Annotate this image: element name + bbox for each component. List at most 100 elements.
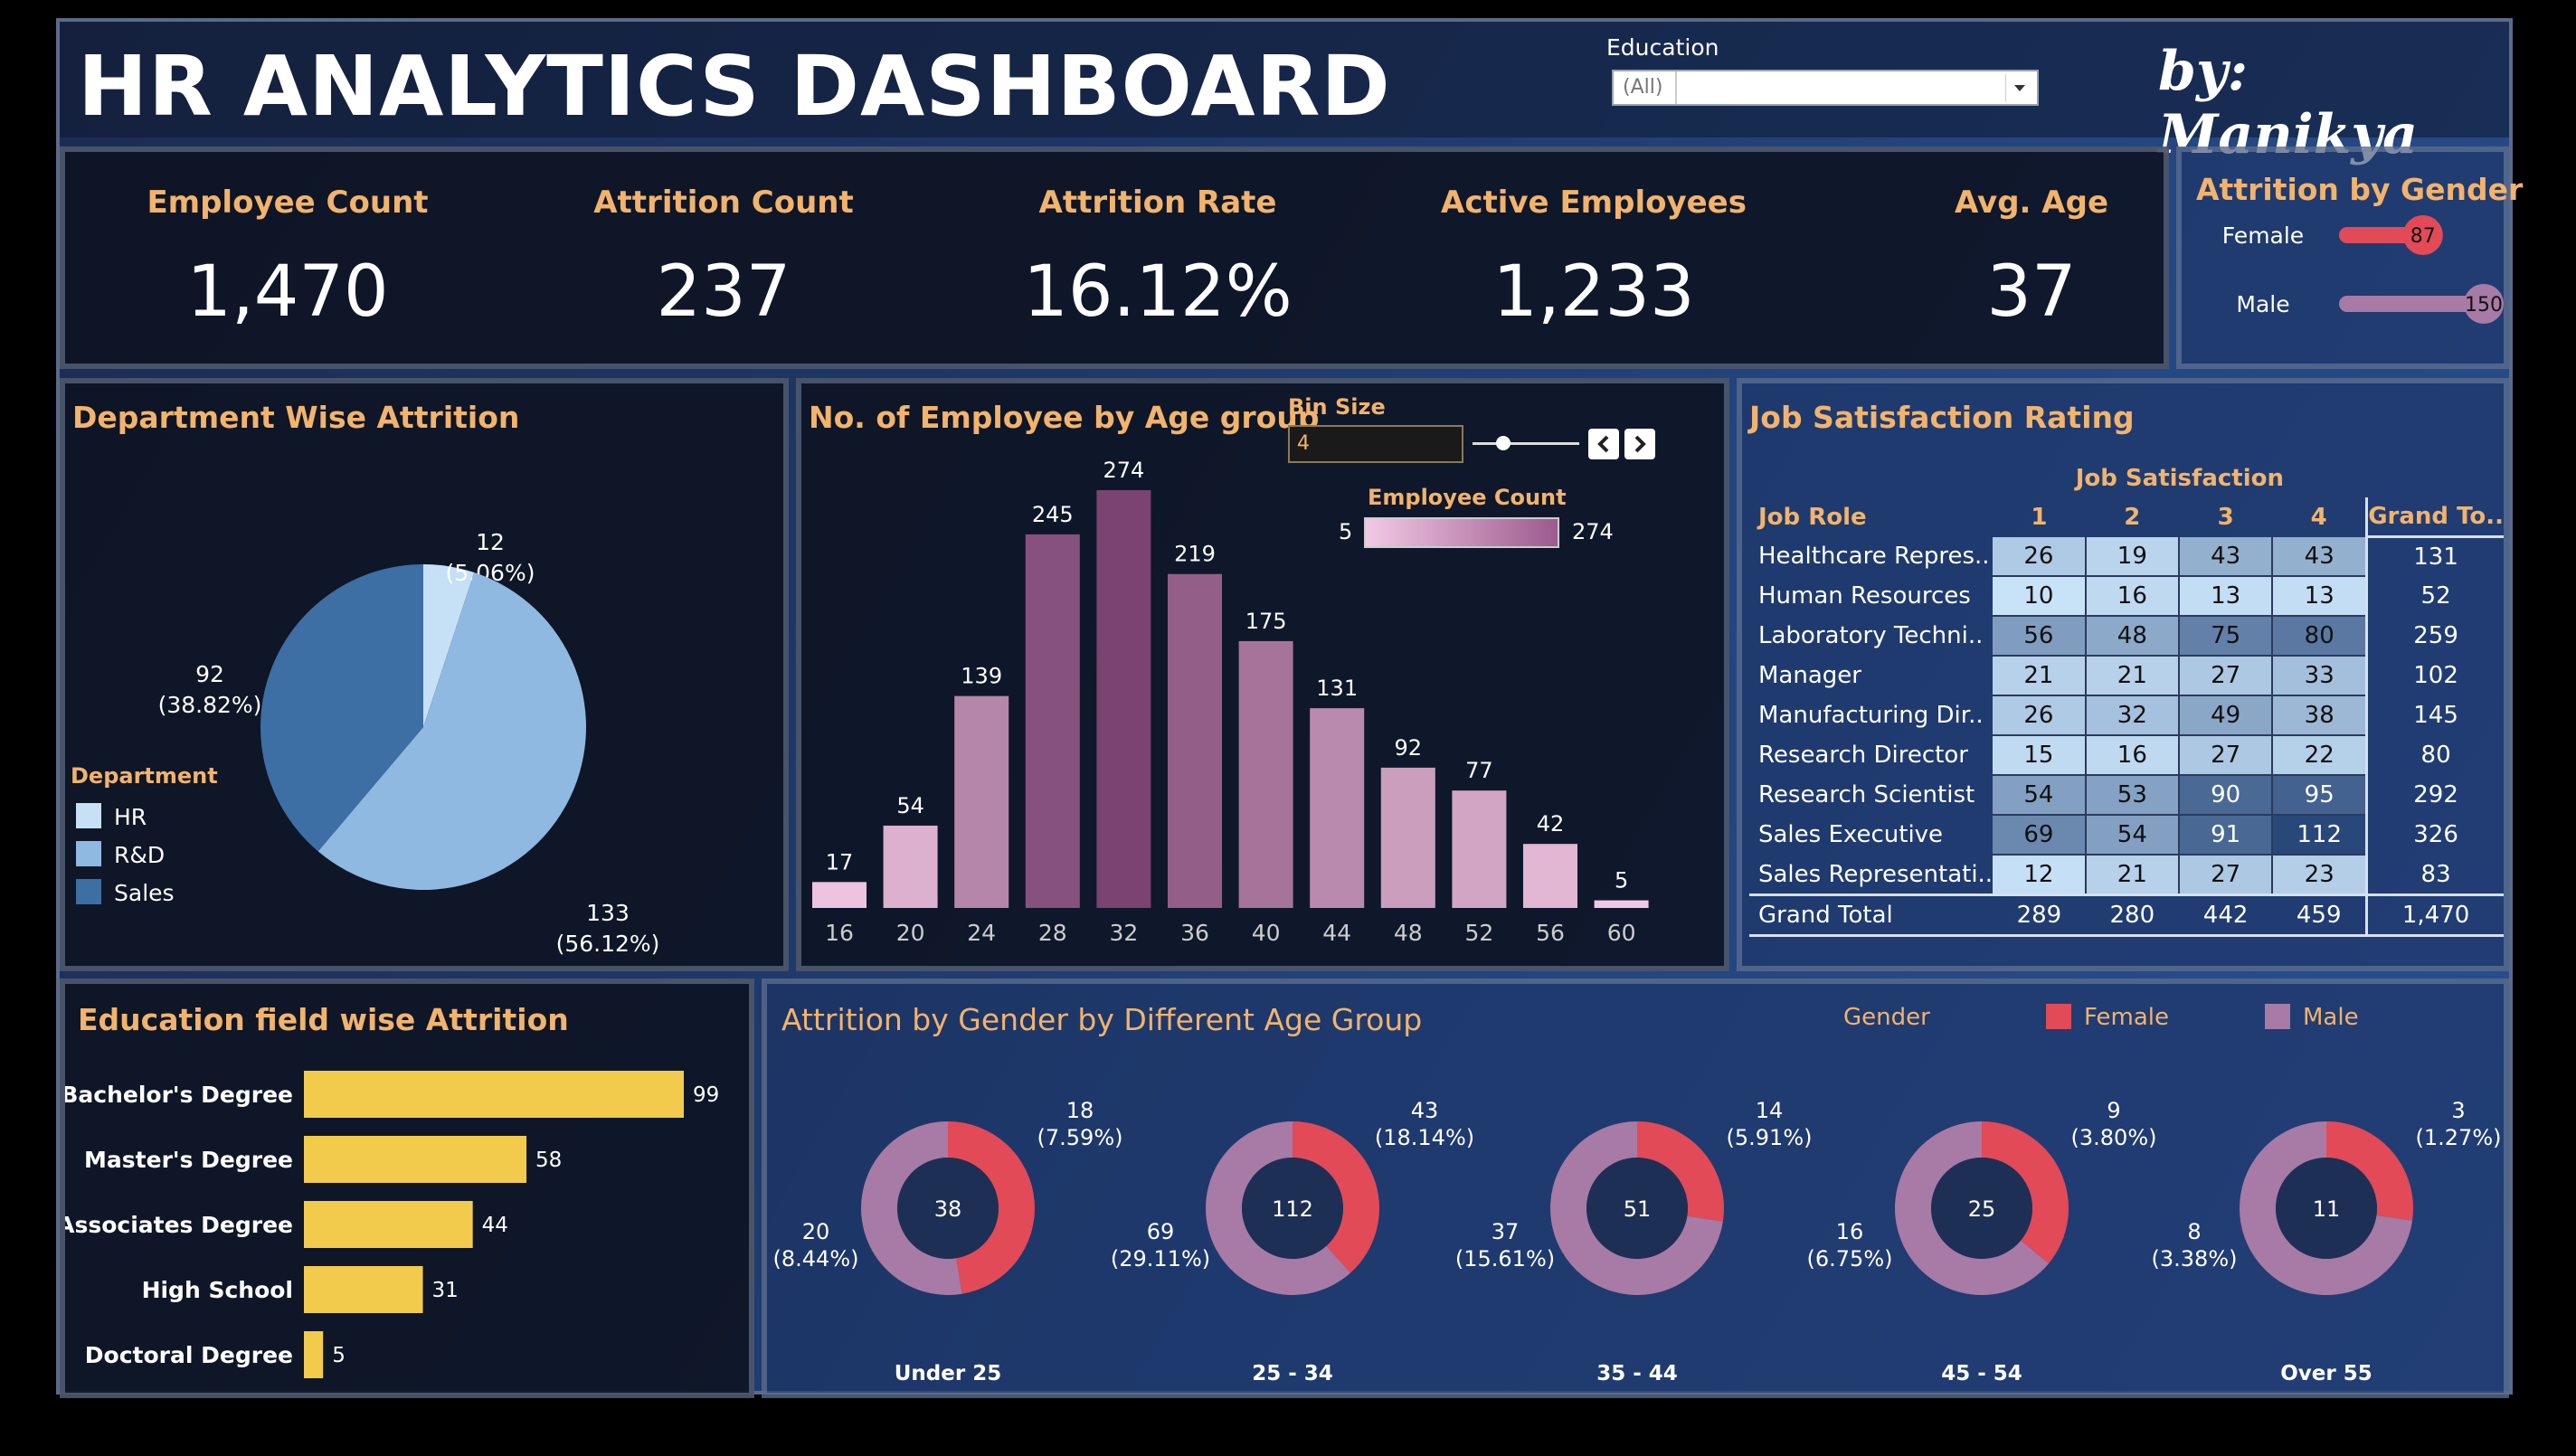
table-cell: 32 — [2085, 695, 2180, 736]
table-cell: 15 — [1993, 735, 2087, 776]
bin-size-value: 4 — [1297, 432, 1310, 455]
slider-handle[interactable] — [1496, 436, 1511, 450]
legend-label: R&D — [114, 842, 165, 868]
column-total: 280 — [2109, 902, 2155, 929]
satisfaction-column-header: 1 — [2031, 503, 2048, 531]
age-axis-label: 24 — [967, 920, 996, 946]
table-cell: 13 — [2178, 576, 2274, 617]
table-row: Healthcare Repres.. 26 19 43 43 131 — [1749, 536, 2504, 577]
table-row: Laboratory Techni.. 56 48 75 80 259 — [1749, 616, 2504, 657]
job-role-label: Research Director — [1758, 742, 1968, 769]
donut-center-total: 51 — [1624, 1196, 1652, 1222]
chevron-left-icon — [1597, 435, 1609, 453]
table-cell: 26 — [1993, 695, 2087, 736]
bin-prev-button[interactable] — [1588, 429, 1619, 459]
job-role-label: Human Resources — [1758, 582, 1971, 610]
pie-percent-label: (38.82%) — [158, 692, 262, 718]
chevron-down-icon[interactable] — [2005, 74, 2033, 101]
education-filter[interactable]: (All) — [1612, 70, 2039, 106]
color-legend-min: 5 — [1339, 519, 1353, 544]
legend-swatch — [76, 879, 101, 904]
job-role-label: Manufacturing Dir.. — [1758, 702, 1984, 729]
age-bar-value: 245 — [1032, 502, 1074, 527]
kpi-card: Active Employees 1,233 — [1377, 152, 1811, 364]
female-percent-label: (3.80%) — [2071, 1125, 2157, 1150]
legend-swatch — [76, 803, 101, 828]
male-percent-label: (6.75%) — [1807, 1246, 1893, 1272]
table-cell: 48 — [2085, 616, 2180, 657]
row-total: 259 — [2365, 616, 2504, 656]
male-percent-label: (8.44%) — [773, 1246, 859, 1272]
table-cell: 54 — [2085, 815, 2180, 856]
education-panel: Education field wise Attrition Bachelor'… — [60, 979, 754, 1398]
job-role-label: Research Scientist — [1758, 781, 1975, 808]
donut-hole — [1931, 1158, 2032, 1259]
table-cell: 22 — [2272, 735, 2368, 776]
age-bar-value: 175 — [1245, 609, 1287, 634]
table-cell: 91 — [2178, 815, 2274, 856]
education-bar-chart: Bachelor's Degree 99 Master's Degree 58 Asso… — [65, 1071, 719, 1378]
donut-center-total: 11 — [2313, 1196, 2341, 1222]
bin-size-input[interactable]: 4 — [1288, 425, 1463, 463]
bin-next-button[interactable] — [1624, 429, 1655, 459]
legend-label: HR — [114, 804, 147, 830]
bin-size-label: Bin Size — [1288, 394, 1386, 420]
age-axis-label: 56 — [1536, 920, 1565, 946]
age-bar-value: 42 — [1537, 811, 1565, 837]
education-bar — [304, 1136, 527, 1183]
age-group-panel: No. of Employee by Age group Bin Size 4 … — [796, 378, 1729, 971]
table-row: Research Scientist 54 53 90 95 292 — [1749, 775, 2504, 816]
table-cell: 56 — [1993, 616, 2087, 657]
donut-group-label: 35 - 44 — [1596, 1362, 1678, 1385]
male-value-label: 69 — [1147, 1219, 1175, 1244]
kpi-value: 1,233 — [1492, 251, 1695, 333]
female-percent-label: (18.14%) — [1375, 1125, 1474, 1150]
age-axis-label: 40 — [1252, 920, 1281, 946]
education-value-label: 58 — [535, 1149, 562, 1172]
donut-slice-female — [1293, 1121, 1379, 1273]
gender-value-label: 150 — [2465, 294, 2503, 317]
donut-slice-male — [1550, 1121, 1723, 1295]
female-value-label: 9 — [2107, 1098, 2120, 1123]
job-role-label: Sales Executive — [1758, 821, 1944, 848]
age-bar — [1452, 790, 1507, 908]
table-cell: 13 — [2272, 576, 2368, 617]
table-cell: 43 — [2178, 536, 2274, 577]
bin-size-slider[interactable] — [1473, 433, 1579, 455]
gender-attrition-chart: Female 87 Male 150 — [2222, 215, 2504, 324]
gender-bar — [2339, 296, 2484, 312]
job-satisfaction-panel: Job Satisfaction Rating Job Satisfaction… — [1737, 378, 2509, 971]
donut-slice-female — [1982, 1121, 2069, 1264]
satisfaction-column-header: 3 — [2217, 503, 2234, 531]
gender-age-title: Attrition by Gender by Different Age Gro… — [781, 1002, 1423, 1037]
table-cell: 54 — [1993, 775, 2087, 816]
donut-hole — [1242, 1158, 1343, 1259]
table-row: Manager 21 21 27 33 102 — [1749, 656, 2504, 696]
department-legend-title: Department — [71, 763, 218, 789]
slider-track — [1473, 442, 1579, 445]
empty-header — [1749, 459, 1993, 497]
education-category-label: Associates Degree — [65, 1212, 293, 1238]
department-pie-chart: 12(5.06%)133(56.12%)92(38.82%)Department… — [71, 529, 659, 957]
kpi-card: Avg. Age 37 — [1814, 152, 2249, 364]
age-axis-label: 52 — [1464, 920, 1493, 946]
department-title: Department Wise Attrition — [72, 400, 520, 435]
male-legend-swatch — [2265, 1004, 2290, 1029]
age-axis-label: 36 — [1180, 920, 1209, 946]
table-cell: 75 — [2178, 616, 2274, 657]
kpi-label: Attrition Rate — [1038, 184, 1277, 221]
kpi-label: Employee Count — [147, 184, 429, 221]
column-total: 459 — [2296, 902, 2342, 929]
filter-divider — [1675, 71, 1677, 104]
donut-slice-male — [860, 1121, 962, 1295]
age-bar — [812, 882, 867, 908]
table-header-row: Job Role 1 2 3 4 Grand To.. — [1749, 497, 2504, 538]
gender-attrition-panel: Attrition by Gender Female 87 Male 150 — [2176, 147, 2523, 369]
age-bar — [1025, 534, 1080, 908]
male-percent-label: (3.38%) — [2152, 1246, 2238, 1272]
row-total: 102 — [2365, 656, 2504, 695]
age-bar-value: 17 — [826, 849, 854, 875]
job-role-label: Sales Representati.. — [1758, 860, 1994, 888]
pie-slice — [423, 564, 475, 727]
education-value-label: 31 — [432, 1279, 459, 1302]
